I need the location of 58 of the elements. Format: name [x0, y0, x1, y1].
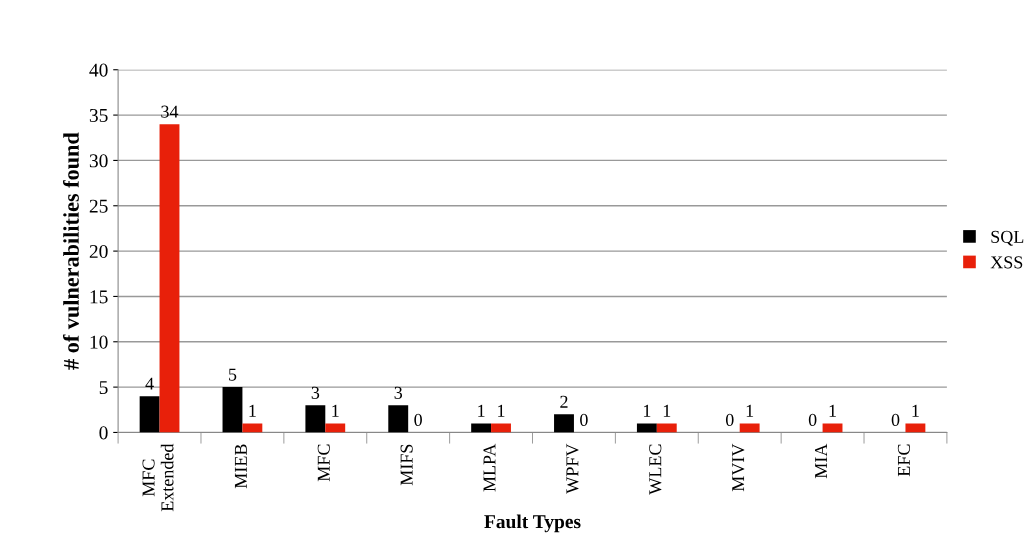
y-tick-label: 20: [89, 244, 108, 259]
data-label: 0: [414, 413, 422, 426]
bar: [159, 124, 180, 433]
bar: [471, 423, 492, 433]
y-tick-label: 10: [90, 335, 108, 349]
bar: [905, 423, 926, 433]
bar: [305, 405, 326, 433]
x-tick-label: MIEB: [234, 444, 247, 489]
bar: [656, 423, 677, 433]
data-label: 1: [498, 404, 505, 417]
bar: [325, 423, 346, 433]
data-label: 1: [249, 404, 256, 417]
legend-label: SQL: [991, 230, 1024, 246]
y-tick-label: 0: [99, 426, 108, 440]
y-tick-label: 35: [89, 108, 108, 123]
data-label: 34: [161, 105, 179, 118]
y-tick-label: 5: [99, 381, 108, 395]
data-label: 3: [311, 386, 320, 399]
y-tick-label: 30: [89, 154, 108, 168]
y-tick-label: 40: [89, 63, 108, 77]
data-label: 0: [891, 413, 900, 426]
bar: [822, 423, 843, 433]
bar: [139, 396, 160, 433]
x-tick-label: MFC Extended: [142, 443, 174, 512]
data-label: 2: [560, 395, 568, 408]
data-label: 0: [725, 413, 734, 426]
x-tick-label: WLEC: [649, 444, 662, 495]
x-tick-label: WPFV: [566, 443, 579, 494]
data-label: 5: [229, 368, 237, 381]
data-label: 0: [580, 413, 588, 426]
data-label: 1: [746, 404, 754, 417]
bar: [388, 405, 409, 433]
data-label: 1: [663, 404, 671, 417]
x-tick-label: MLPA: [483, 443, 496, 492]
x-tick-label: MIA: [815, 443, 827, 479]
data-label: 1: [912, 404, 919, 417]
data-label: 4: [145, 377, 154, 390]
bar: [242, 423, 263, 433]
y-axis-title: # of vulnerabilities found: [63, 132, 79, 370]
y-tick-label: 25: [89, 199, 108, 213]
data-label: 1: [829, 404, 836, 417]
bar: [491, 423, 511, 433]
x-tick-label: EFC: [897, 444, 910, 477]
data-label: 1: [332, 404, 339, 417]
bar: [739, 423, 760, 433]
x-tick-label: MFC: [317, 444, 330, 482]
data-label: 1: [478, 404, 485, 417]
y-tick-label: 15: [90, 290, 108, 304]
bar: [222, 387, 243, 433]
x-axis-title: Fault Types: [484, 514, 581, 533]
legend-label: XSS: [990, 256, 1023, 269]
data-label: 1: [643, 404, 651, 417]
x-tick-label: MVIV: [732, 443, 745, 492]
bar: [554, 414, 574, 433]
data-label: 0: [808, 413, 817, 426]
x-tick-label: MIFS: [400, 444, 413, 486]
data-label: 3: [394, 386, 403, 399]
bar: [636, 423, 657, 433]
